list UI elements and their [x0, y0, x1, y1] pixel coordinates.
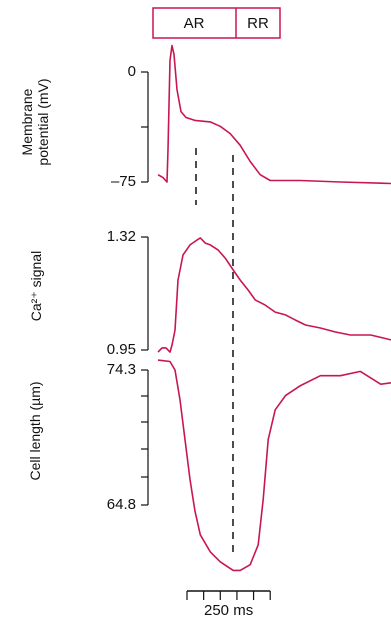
trace: [157, 237, 391, 353]
y-axis-label: Ca²⁺ signal: [28, 250, 44, 322]
y-axis-label: Membrane potential (mV): [19, 78, 51, 166]
annotation: RR: [247, 15, 269, 32]
y-tick-label: 74.3: [107, 361, 136, 378]
y-axis-label: Cell length (µm): [27, 381, 43, 481]
annotation: AR: [184, 15, 205, 32]
ar-rr-box: [152, 7, 281, 39]
y-tick-label: –75: [111, 173, 136, 190]
dashed-markers: [195, 148, 234, 552]
minor-ticks: [141, 126, 148, 478]
y-tick-label: 0.95: [107, 341, 136, 358]
scale-bar-label: 250 ms: [204, 602, 253, 619]
trace: [157, 359, 391, 572]
box: [152, 7, 281, 39]
y-tick-label: 0: [128, 63, 136, 80]
y-tick-label: 64.8: [107, 496, 136, 513]
trace: [157, 44, 391, 185]
y-tick-label: 1.32: [107, 228, 136, 245]
